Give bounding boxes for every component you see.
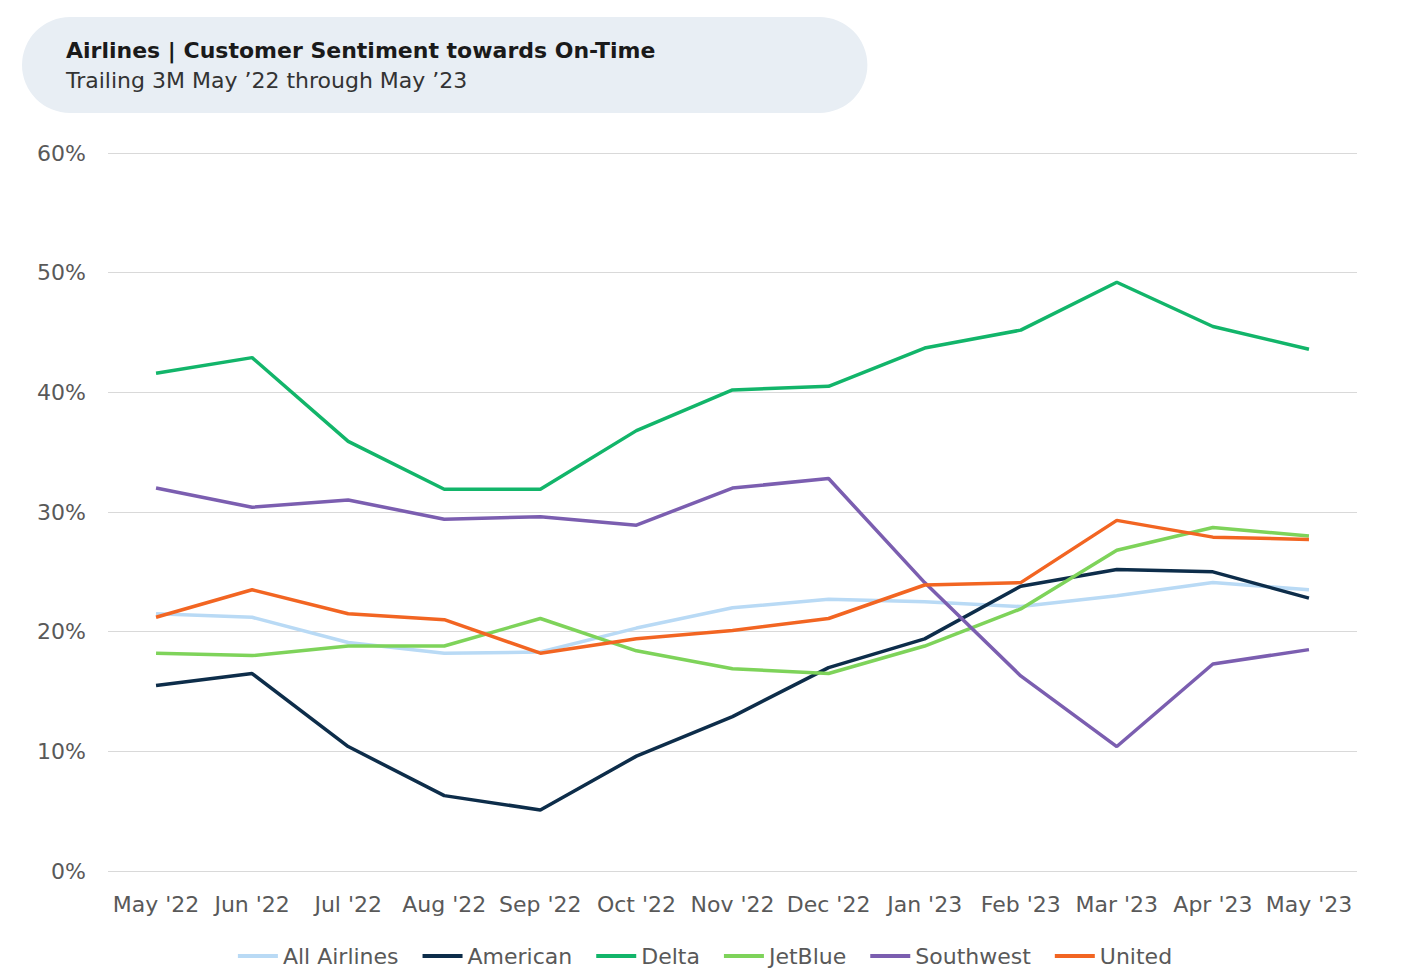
svg-text:30%: 30% [37, 500, 86, 525]
svg-text:50%: 50% [37, 260, 86, 285]
svg-text:May '23: May '23 [1266, 892, 1353, 917]
svg-text:10%: 10% [37, 739, 86, 764]
svg-text:Oct '22: Oct '22 [597, 892, 676, 917]
svg-text:May '22: May '22 [113, 892, 200, 917]
svg-text:Dec '22: Dec '22 [787, 892, 871, 917]
svg-text:Jul '22: Jul '22 [312, 892, 382, 917]
svg-text:Mar '23: Mar '23 [1076, 892, 1159, 917]
svg-text:United: United [1100, 944, 1172, 969]
svg-text:Apr '23: Apr '23 [1173, 892, 1252, 917]
svg-text:All Airlines: All Airlines [283, 944, 399, 969]
svg-text:60%: 60% [37, 141, 86, 166]
svg-text:Trailing 3M May ’22 through Ma: Trailing 3M May ’22 through May ’23 [65, 68, 467, 93]
svg-text:Airlines | Customer Sentiment: Airlines | Customer Sentiment towards On… [66, 38, 655, 64]
svg-text:40%: 40% [37, 380, 86, 405]
svg-text:Feb '23: Feb '23 [981, 892, 1061, 917]
svg-text:Sep '22: Sep '22 [499, 892, 582, 917]
svg-text:Jan '23: Jan '23 [885, 892, 962, 917]
svg-text:American: American [468, 944, 573, 969]
svg-text:Southwest: Southwest [915, 944, 1031, 969]
svg-text:0%: 0% [51, 859, 86, 884]
svg-text:Aug '22: Aug '22 [402, 892, 486, 917]
svg-text:20%: 20% [37, 619, 86, 644]
svg-text:Nov '22: Nov '22 [691, 892, 775, 917]
svg-text:Jun '22: Jun '22 [212, 892, 289, 917]
svg-text:JetBlue: JetBlue [767, 944, 846, 969]
svg-text:Delta: Delta [641, 944, 700, 969]
